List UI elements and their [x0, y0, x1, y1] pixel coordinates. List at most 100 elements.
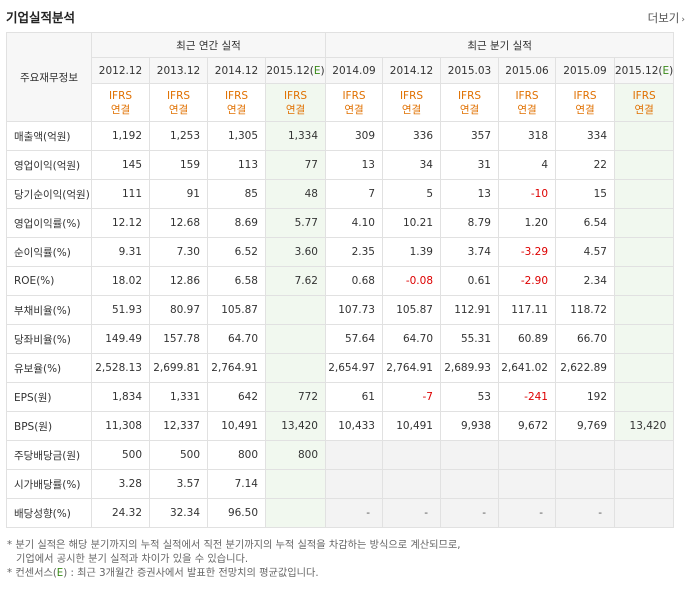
table-cell: 159 — [149, 150, 208, 180]
footnote-2: * 컨센서스(E) : 최근 3개월간 증권사에서 발표한 전망치의 평균값입니… — [7, 568, 319, 579]
period-header: 2015.09 — [555, 57, 615, 84]
table-cell: 1.39 — [382, 237, 441, 267]
period-header: 2015.03 — [440, 57, 499, 84]
table-cell: 24.32 — [91, 498, 150, 528]
period-label: 2015.12(E) — [266, 64, 325, 77]
table-cell: 107.73 — [325, 295, 383, 325]
table-cell: 4.57 — [555, 237, 615, 267]
table-cell: 2.35 — [325, 237, 383, 267]
table-cell — [613, 237, 675, 267]
table-cell: 145 — [91, 150, 150, 180]
period-header: 2014.12 — [207, 57, 266, 84]
ifrs-label: IFRS 연결 — [440, 83, 499, 122]
row-label: 유보율(%) — [6, 353, 92, 383]
period-header: 2013.12 — [149, 57, 208, 84]
row-label: 부채비율(%) — [6, 295, 92, 325]
table-cell: 309 — [325, 121, 383, 151]
table-cell: 157.78 — [149, 324, 208, 354]
table-cell: 6.54 — [555, 208, 615, 238]
table-cell: -10 — [498, 179, 556, 209]
table-cell — [265, 295, 326, 325]
period-header: 2015.12(E)2015.12(E) — [265, 57, 326, 84]
table-cell: 1,253 — [149, 121, 208, 151]
row-label: EPS(원) — [6, 382, 92, 412]
table-cell: 7.14 — [207, 469, 266, 499]
table-cell — [498, 469, 556, 499]
table-cell: - — [440, 498, 499, 528]
period-header: 2012.12 — [91, 57, 150, 84]
period-header: 2014.09 — [325, 57, 383, 84]
table-cell: 85 — [207, 179, 266, 209]
table-cell: 1,331 — [149, 382, 208, 412]
table-cell — [613, 179, 675, 209]
table-cell: 1,334 — [265, 121, 326, 151]
table-cell: -7 — [382, 382, 441, 412]
table-cell: 22 — [555, 150, 615, 180]
table-cell: 7.62 — [265, 266, 326, 296]
group-quarter: 최근 분기 실적 — [324, 32, 675, 58]
footnotes: * 분기 실적은 해당 분기까지의 누적 실적에서 직전 분기까지의 누적 실적… — [7, 539, 460, 581]
ifrs-label: IFRS 연결 — [207, 83, 266, 122]
table-cell: 3.74 — [440, 237, 499, 267]
ifrs-label: IFRS 연결 — [382, 83, 441, 122]
table-cell: 13 — [440, 179, 499, 209]
table-cell: 1,305 — [207, 121, 266, 151]
table-row: 영업이익률(%) 12.12 12.68 8.69 5.77 4.10 10.21 8.79 1… — [6, 208, 675, 238]
table-cell — [613, 498, 675, 528]
table-row: 시가배당률(%) 3.28 3.57 7.14 — [6, 469, 675, 499]
table-cell: 10,491 — [382, 411, 441, 441]
table-cell: 8.79 — [440, 208, 499, 238]
table-cell: 13,420 — [613, 411, 675, 441]
table-cell — [613, 353, 675, 383]
table-cell — [265, 498, 326, 528]
table-cell: 800 — [207, 440, 266, 470]
table-cell: 2,699.81 — [149, 353, 208, 383]
table-cell: 2,641.02 — [498, 353, 556, 383]
ifrs-label: IFRS 연결 — [498, 83, 556, 122]
table-cell: 13,420 — [265, 411, 326, 441]
table-cell: 96.50 — [207, 498, 266, 528]
table-cell — [382, 469, 441, 499]
table-cell: 117.11 — [498, 295, 556, 325]
table-cell: 66.70 — [555, 324, 615, 354]
table-cell: - — [382, 498, 441, 528]
table-cell: 1,192 — [91, 121, 150, 151]
table-cell: 77 — [265, 150, 326, 180]
table-cell: 800 — [265, 440, 326, 470]
table-cell: 0.61 — [440, 266, 499, 296]
table-cell: 318 — [498, 121, 556, 151]
table-cell: 113 — [207, 150, 266, 180]
group-annual: 최근 연간 실적 — [91, 32, 326, 58]
table-cell: 2.34 — [555, 266, 615, 296]
table-cell — [498, 440, 556, 470]
table-cell: -2.90 — [498, 266, 556, 296]
table-cell: 51.93 — [91, 295, 150, 325]
section-header: 기업실적분석 더보기 › — [0, 0, 699, 28]
table-cell — [613, 324, 675, 354]
ifrs-label: IFRS 연결 — [613, 83, 675, 122]
table-cell: 10.21 — [382, 208, 441, 238]
table-cell: 2,528.13 — [91, 353, 150, 383]
row-label: 매출액(억원) — [6, 121, 92, 151]
table-cell: 53 — [440, 382, 499, 412]
table-cell: 149.49 — [91, 324, 150, 354]
table-cell — [265, 324, 326, 354]
table-cell — [613, 121, 675, 151]
table-cell: -3.29 — [498, 237, 556, 267]
table-cell: 55.31 — [440, 324, 499, 354]
table-cell: 111 — [91, 179, 150, 209]
table-cell: 4.10 — [325, 208, 383, 238]
table-cell: 80.97 — [149, 295, 208, 325]
table-cell: - — [555, 498, 615, 528]
table-cell — [325, 469, 383, 499]
financial-table: 주요재무정보 최근 연간 실적 최근 분기 실적 2012.12 2013.12 2… — [6, 32, 675, 528]
table-row: 유보율(%) 2,528.13 2,699.81 2,764.91 2,654.97 2,… — [6, 353, 675, 383]
table-cell: -0.08 — [382, 266, 441, 296]
table-cell: 10,433 — [325, 411, 383, 441]
more-link[interactable]: 더보기 › — [648, 10, 685, 26]
table-cell — [382, 440, 441, 470]
table-cell: 642 — [207, 382, 266, 412]
table-cell — [613, 266, 675, 296]
period-header: 2015.12(E)2015.12(E) — [613, 57, 675, 84]
ifrs-label: IFRS 연결 — [325, 83, 383, 122]
